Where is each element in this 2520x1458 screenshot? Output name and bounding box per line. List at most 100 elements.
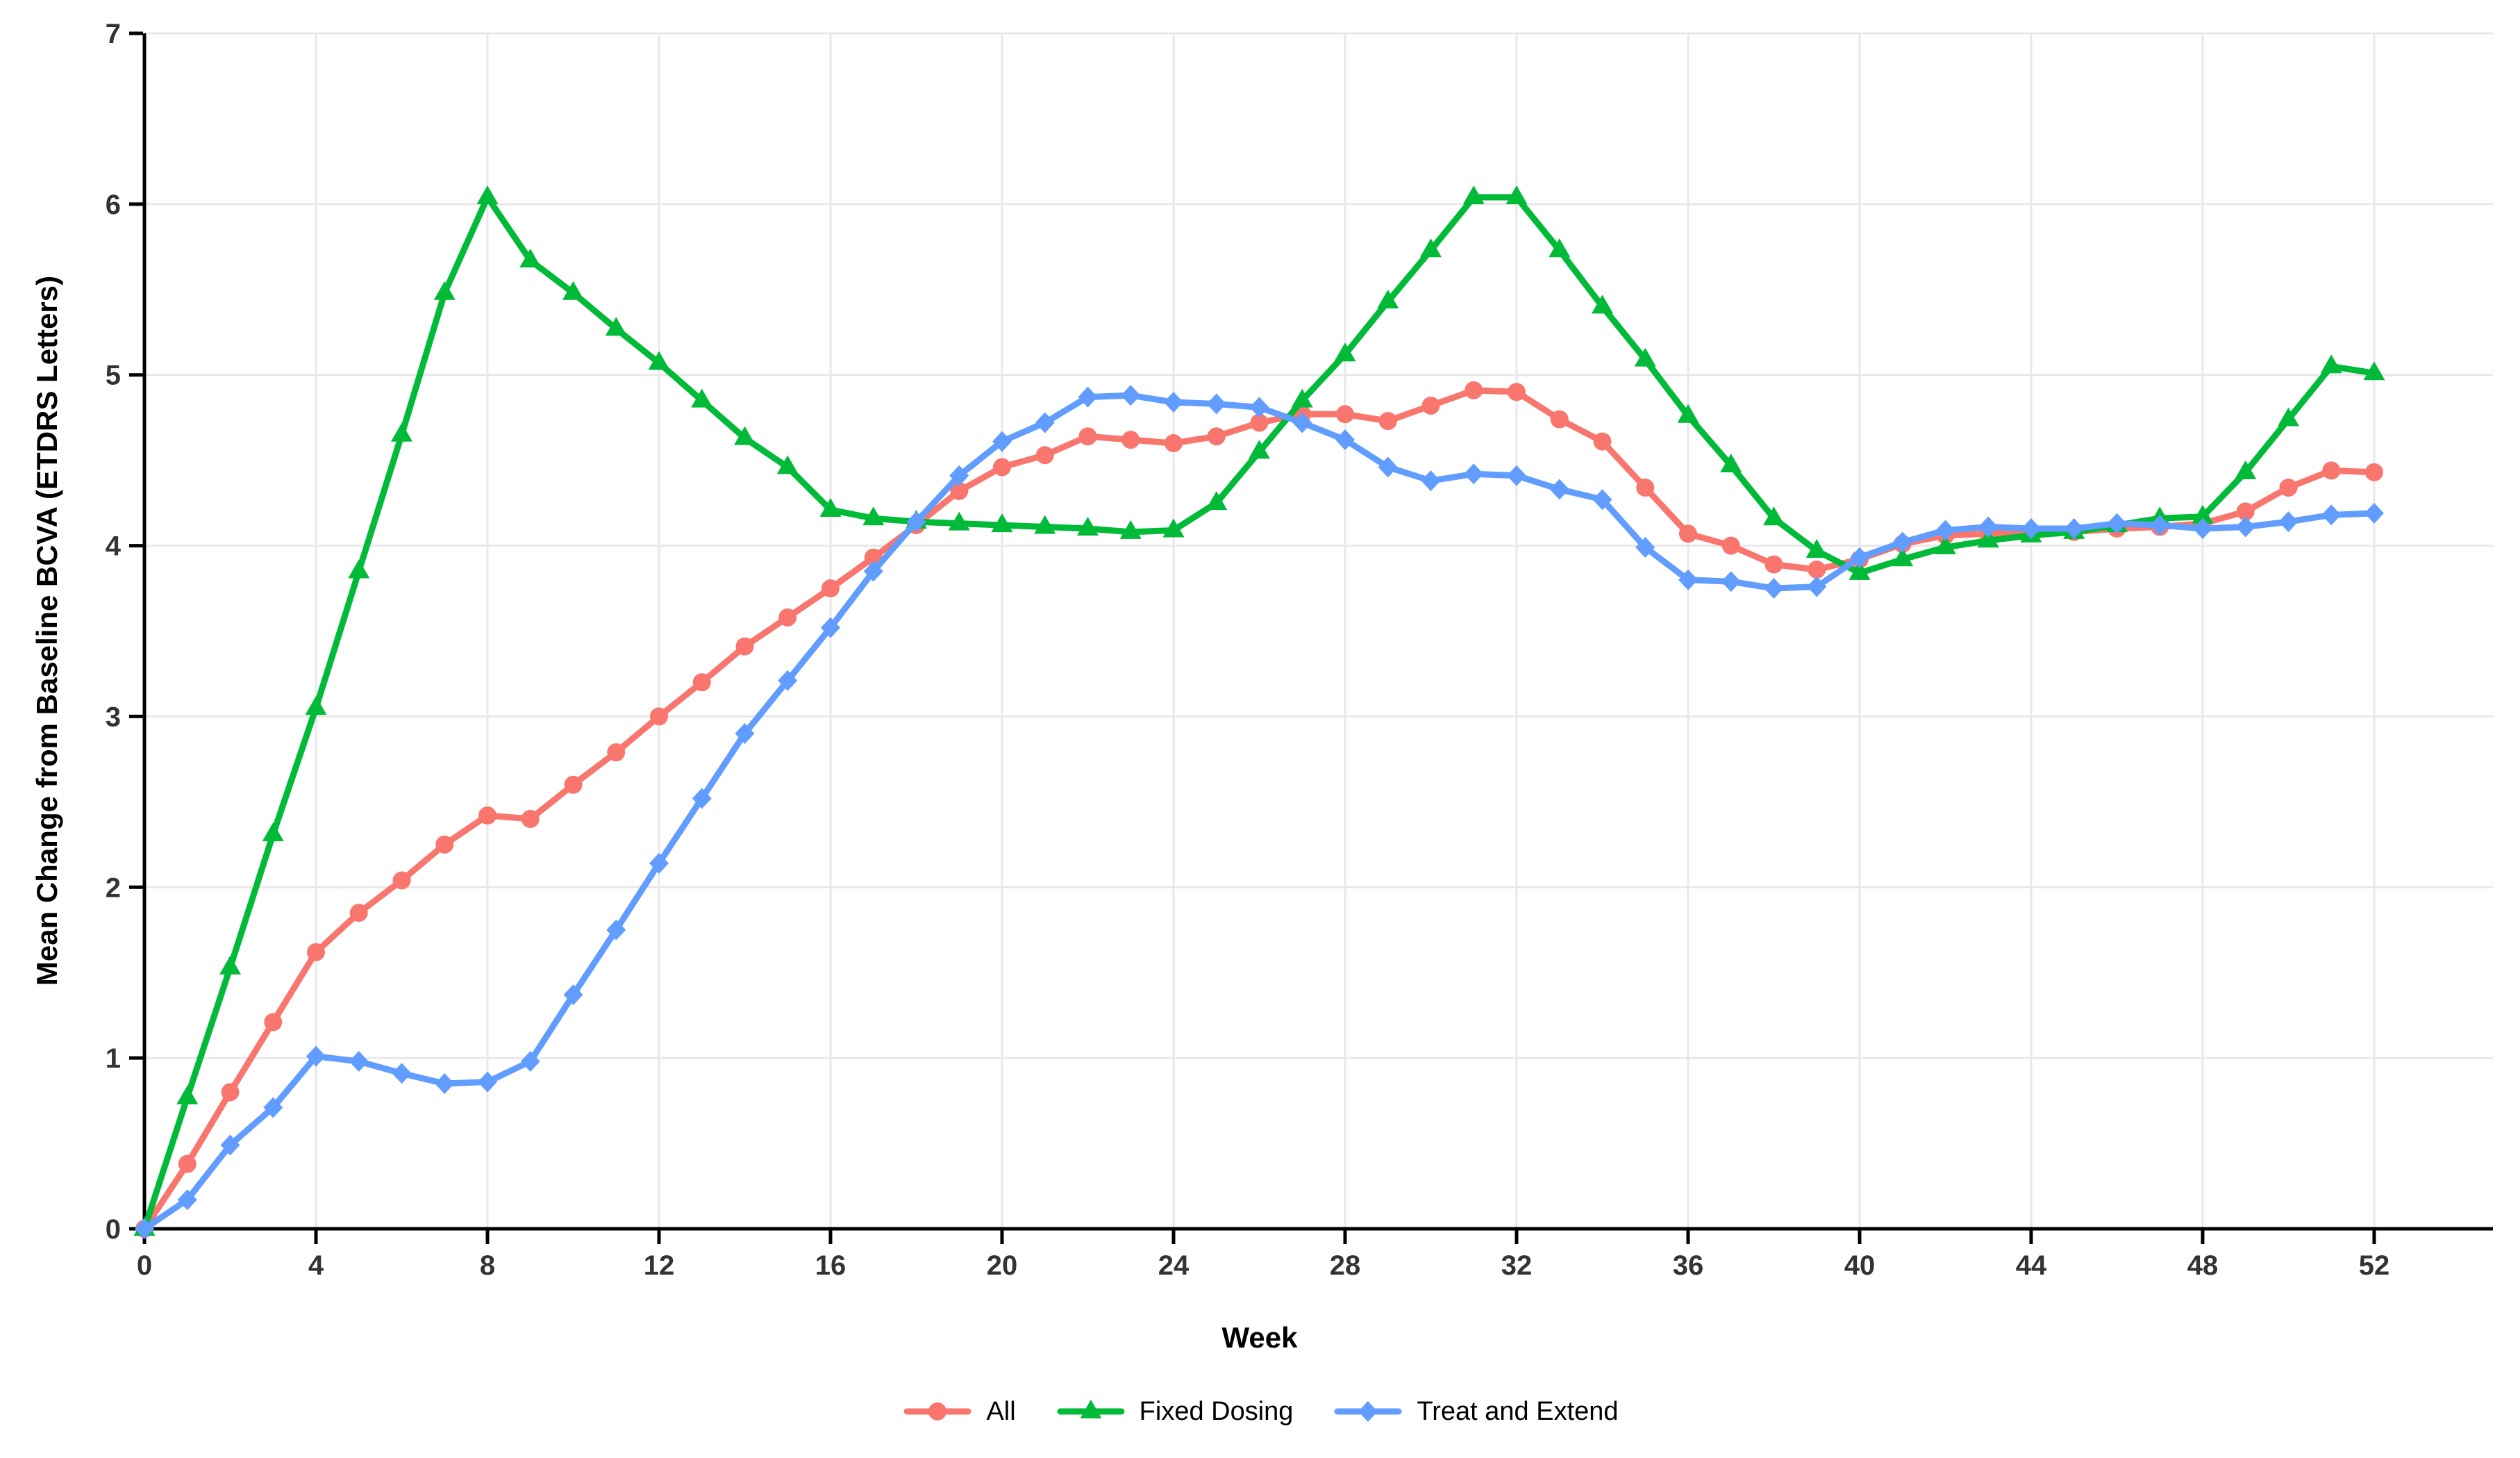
data-point xyxy=(176,1085,199,1104)
data-point xyxy=(1677,404,1699,423)
data-point xyxy=(219,955,241,975)
data-point xyxy=(307,943,325,961)
legend-label: All xyxy=(986,1396,1016,1426)
data-point xyxy=(1462,185,1485,205)
data-point xyxy=(1892,547,1914,567)
data-point xyxy=(564,775,583,794)
data-point xyxy=(821,617,840,638)
y-axis-title: Mean Change from Baseline BCVA (ETDRS Le… xyxy=(31,275,63,986)
data-point xyxy=(2321,504,2342,526)
data-point xyxy=(392,1063,412,1084)
data-point xyxy=(1206,393,1226,415)
data-point xyxy=(1807,576,1827,597)
data-point xyxy=(1636,478,1655,497)
data-point xyxy=(2278,407,2299,426)
data-point xyxy=(1162,518,1185,538)
data-point xyxy=(1421,470,1441,492)
legend-item-treat-and-extend: Treat and Extend xyxy=(1332,1395,1619,1428)
data-point xyxy=(1464,463,1484,485)
data-point xyxy=(392,871,411,890)
data-point xyxy=(1250,413,1269,432)
data-point xyxy=(1592,295,1613,314)
data-point xyxy=(1035,446,1054,465)
x-axis-title: Week xyxy=(1221,1321,1298,1354)
data-point xyxy=(2363,361,2385,381)
data-point xyxy=(862,506,885,526)
data-point xyxy=(819,497,842,517)
data-point xyxy=(1549,479,1569,500)
data-point xyxy=(2279,478,2298,497)
data-point xyxy=(1249,397,1269,418)
x-tick-label: 24 xyxy=(1158,1250,1190,1281)
data-point xyxy=(1593,432,1612,451)
data-point xyxy=(1077,516,1099,536)
data-point xyxy=(1420,238,1442,258)
data-point xyxy=(1164,392,1183,413)
data-point xyxy=(1849,561,1871,580)
data-point xyxy=(1721,571,1741,593)
data-point xyxy=(1508,383,1526,401)
data-point xyxy=(2365,463,2383,481)
data-point xyxy=(391,422,412,442)
data-point xyxy=(1336,405,1354,424)
data-point xyxy=(1249,440,1270,459)
x-tick-label: 16 xyxy=(815,1250,846,1281)
data-point xyxy=(435,1073,455,1095)
data-point xyxy=(305,696,327,715)
data-point xyxy=(264,1013,283,1032)
data-point xyxy=(863,561,883,582)
legend-label: Fixed Dosing xyxy=(1139,1396,1294,1426)
data-point xyxy=(949,465,969,486)
x-tick-label: 32 xyxy=(1501,1250,1533,1281)
legend-key-circle-icon xyxy=(903,1402,971,1420)
data-point xyxy=(1078,427,1097,446)
series-fixed-dosing xyxy=(133,185,2385,1236)
x-tick-label: 36 xyxy=(1673,1250,1704,1281)
data-point xyxy=(521,809,540,828)
data-point xyxy=(1549,238,1571,258)
y-tick-label: 1 xyxy=(106,1043,121,1074)
data-point xyxy=(177,1189,197,1211)
data-point xyxy=(562,281,584,300)
data-point xyxy=(1634,347,1656,367)
data-point xyxy=(2064,517,2084,539)
data-point xyxy=(1080,1400,1102,1418)
data-point xyxy=(991,513,1013,533)
data-point xyxy=(2235,460,2257,479)
data-point xyxy=(1978,516,1999,538)
y-tick-label: 5 xyxy=(106,361,121,391)
data-point xyxy=(1378,456,1398,478)
data-point xyxy=(735,637,754,656)
data-point xyxy=(2107,513,2127,534)
data-point xyxy=(1721,536,1740,555)
data-point xyxy=(1377,289,1399,308)
y-tick-label: 2 xyxy=(106,872,121,903)
x-tick-label: 52 xyxy=(2359,1250,2390,1281)
y-tick-label: 4 xyxy=(106,531,122,562)
data-point xyxy=(993,458,1011,477)
data-point xyxy=(519,248,542,267)
x-tick-label: 44 xyxy=(2016,1250,2047,1281)
data-point xyxy=(563,984,583,1006)
series-all xyxy=(135,381,2383,1238)
x-tick-label: 40 xyxy=(1844,1250,1876,1281)
data-point xyxy=(1078,386,1098,408)
data-point xyxy=(2236,502,2255,521)
y-tick-label: 0 xyxy=(106,1214,121,1245)
series-line xyxy=(141,194,2378,1232)
data-point xyxy=(220,1134,240,1156)
data-point xyxy=(306,1045,326,1067)
y-tick-label: 6 xyxy=(106,190,121,220)
data-point xyxy=(778,670,798,691)
data-point xyxy=(734,426,756,445)
data-point xyxy=(478,1071,497,1093)
data-point xyxy=(650,707,668,726)
x-tick-label: 20 xyxy=(987,1250,1018,1281)
gridlines xyxy=(143,32,2493,1230)
data-point xyxy=(2235,516,2255,538)
data-point xyxy=(1720,454,1742,473)
x-tick-label: 12 xyxy=(644,1250,675,1281)
data-point xyxy=(1335,429,1355,451)
data-point xyxy=(349,904,368,922)
